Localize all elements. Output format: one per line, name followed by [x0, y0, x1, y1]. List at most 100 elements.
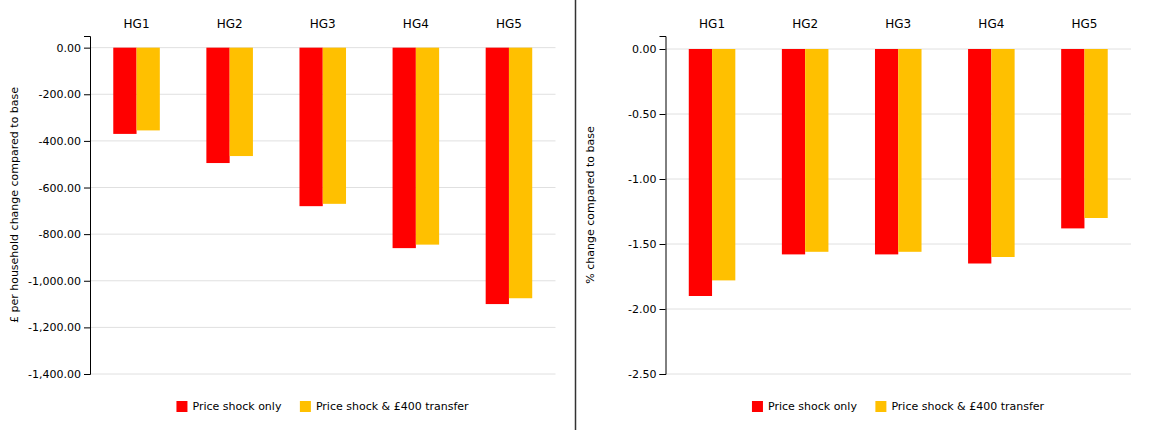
- legend-label: Price shock only: [768, 400, 857, 413]
- y-axis-title: % change compared to base: [584, 126, 597, 284]
- y-tick: -2.00: [628, 303, 665, 316]
- bar: [712, 49, 735, 280]
- y-tick-mark: [660, 309, 666, 310]
- x-tick: HG2: [792, 17, 818, 36]
- x-tick: HG5: [496, 17, 522, 36]
- x-tick-label: HG2: [792, 17, 818, 31]
- y-tick: 0.00: [57, 42, 91, 55]
- y-axis-title: £ per household change compared to base: [8, 87, 21, 323]
- x-tick-label: HG1: [699, 17, 725, 31]
- y-tick: -2.50: [628, 368, 665, 381]
- x-tick-label: HG1: [124, 17, 150, 31]
- x-tick: HG5: [1071, 17, 1097, 36]
- x-tick-label: HG3: [885, 17, 911, 31]
- legend-label: Price shock & £400 transfer: [316, 400, 469, 413]
- panel: 0.00-0.50-1.00-1.50-2.00-2.50HG1HG2HG3HG…: [584, 17, 1132, 413]
- panel-separator: [575, 0, 577, 430]
- bar: [1084, 49, 1107, 218]
- y-tick-mark: [84, 234, 90, 235]
- bar: [323, 48, 346, 204]
- y-tick: -1.00: [628, 173, 665, 186]
- y-tick: -800.00: [39, 228, 90, 241]
- grid-line: [90, 327, 556, 328]
- bar-series: [689, 49, 1085, 296]
- bar: [689, 49, 712, 296]
- bar: [968, 49, 991, 264]
- x-tick-label: HG4: [403, 17, 429, 31]
- x-tick-label: HG2: [217, 17, 243, 31]
- y-tick: -400.00: [39, 135, 90, 148]
- y-axis-line: [84, 37, 91, 375]
- legend-label: Price shock only: [192, 400, 281, 413]
- legend-swatch: [875, 401, 886, 412]
- bar: [782, 49, 805, 254]
- x-tick: HG3: [885, 17, 911, 36]
- y-tick-label: -2.50: [628, 368, 656, 381]
- y-tick-mark: [84, 188, 90, 189]
- grid-line: [666, 309, 1132, 310]
- legend-item: Price shock & £400 transfer: [300, 400, 469, 413]
- y-tick-mark: [84, 281, 90, 282]
- legend-swatch: [176, 401, 187, 412]
- bar: [299, 48, 322, 207]
- x-axis: HG1 HG2 HG3 HG4 HG5: [124, 17, 522, 36]
- y-tick-label: -800.00: [39, 228, 81, 241]
- legend: Price shock only Price shock & £400 trans…: [176, 400, 469, 413]
- plot-area: [689, 49, 1108, 296]
- x-axis: HG1 HG2 HG3 HG4 HG5: [699, 17, 1097, 36]
- bar: [393, 48, 416, 248]
- y-tick: -200.00: [39, 88, 90, 101]
- y-tick-label: 0.00: [632, 43, 657, 56]
- grid-line: [666, 374, 1132, 375]
- y-tick-mark: [660, 179, 666, 180]
- x-tick-label: HG4: [978, 17, 1004, 31]
- bar: [509, 48, 532, 299]
- legend-item: Price shock only: [752, 400, 857, 413]
- y-tick-label: -1,000.00: [28, 275, 81, 288]
- bar: [486, 48, 509, 304]
- y-tick: 0.00: [632, 43, 666, 56]
- y-tick-mark: [660, 244, 666, 245]
- y-tick-label: -400.00: [39, 135, 81, 148]
- y-tick: -600.00: [39, 182, 90, 195]
- bar: [206, 48, 229, 163]
- y-tick-mark: [84, 94, 90, 95]
- y-tick-mark: [84, 327, 90, 328]
- bar: [875, 49, 898, 254]
- y-tick-label: -2.00: [628, 303, 656, 316]
- y-tick-label: -1.50: [628, 238, 656, 251]
- legend-swatch: [300, 401, 311, 412]
- y-tick: -1,400.00: [28, 368, 90, 381]
- y-tick-mark: [660, 114, 666, 115]
- figure: 0.00 -200.00 -400.00 -600.00 -800.00 -1,000.0…: [0, 0, 1151, 430]
- bar: [113, 48, 136, 134]
- y-tick-label: -0.50: [628, 108, 656, 121]
- x-tick: HG4: [978, 17, 1004, 36]
- y-tick: -0.50: [628, 108, 665, 121]
- bar: [991, 49, 1014, 257]
- x-tick: HG2: [217, 17, 243, 36]
- bar-series: [712, 49, 1108, 280]
- x-tick: HG4: [403, 17, 429, 36]
- y-tick: -1,200.00: [28, 321, 90, 334]
- x-tick: HG3: [310, 17, 336, 36]
- x-tick-label: HG5: [496, 17, 522, 31]
- bar: [898, 49, 921, 252]
- bar: [416, 48, 439, 245]
- y-tick-mark: [84, 141, 90, 142]
- legend-item: Price shock only: [176, 400, 281, 413]
- y-axis: 0.00 -0.50 -1.00 -1.50 -2.00 -2.50: [628, 37, 666, 382]
- y-tick-label: -1.00: [628, 173, 656, 186]
- legend-item: Price shock & £400 transfer: [875, 400, 1044, 413]
- panel: 0.00 -200.00 -400.00 -600.00 -800.00 -1,000.0…: [8, 17, 556, 413]
- y-axis-line: [660, 37, 667, 375]
- bar-series: [137, 48, 533, 299]
- y-tick-label: -1,400.00: [28, 368, 81, 381]
- y-tick-mark: [660, 374, 666, 375]
- legend-label: Price shock & £400 transfer: [891, 400, 1044, 413]
- y-tick: -1,000.00: [28, 275, 90, 288]
- grid-line: [90, 374, 556, 375]
- plot-area: [113, 48, 532, 304]
- bar-series: [113, 48, 509, 304]
- y-axis: 0.00 -200.00 -400.00 -600.00 -800.00 -1,000.0…: [28, 37, 90, 382]
